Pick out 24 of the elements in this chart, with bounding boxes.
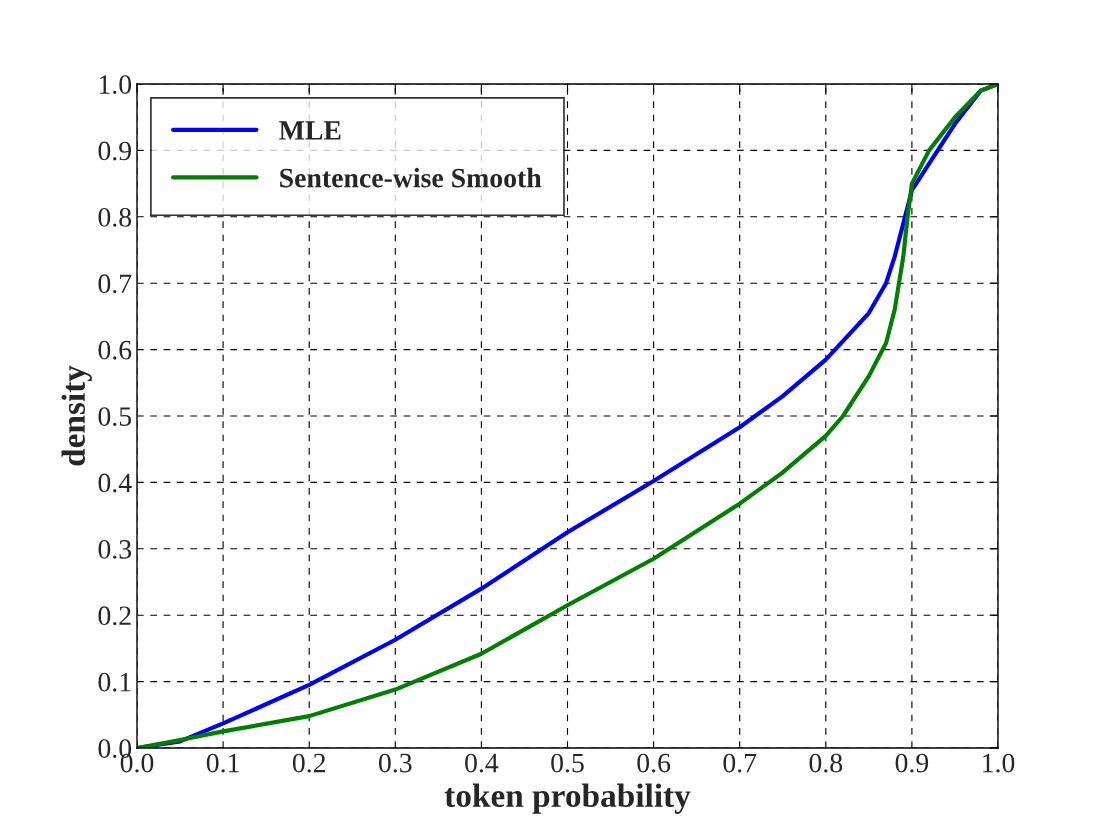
x-tick-label: 0.3	[379, 753, 412, 773]
x-tick-label: 0.6	[637, 753, 671, 773]
y-tick-label: 0.8	[98, 207, 132, 227]
y-tick-label: 0.2	[98, 606, 131, 626]
y-tick-label: 0.3	[98, 539, 132, 559]
legend-label: Sentence-wise Smooth	[280, 167, 542, 188]
x-tick-label: 0.8	[809, 753, 843, 773]
x-tick-label: 0.5	[551, 753, 584, 773]
x-tick-label: 0.4	[465, 753, 499, 773]
x-tick-label: 0.2	[292, 753, 326, 773]
y-tick-label: 0.1	[98, 672, 131, 692]
legend-label: MLE	[279, 121, 341, 140]
x-tick-label: 0.7	[723, 753, 757, 773]
x-tick-label: 0.9	[895, 753, 929, 773]
y-tick-label: 1.0	[99, 75, 132, 95]
y-tick-label: 0.9	[98, 141, 131, 161]
x-tick-label: 0.1	[206, 753, 239, 773]
y-tick-label: 0.7	[98, 274, 132, 294]
y-tick-label: 0.5	[98, 407, 132, 427]
y-tick-label: 0.4	[98, 473, 132, 493]
x-axis-title: token probability	[444, 783, 691, 814]
y-axis-title: density	[61, 365, 92, 466]
x-tick-label: 1.0	[983, 753, 1015, 773]
y-tick-label: 0.6	[98, 340, 132, 360]
